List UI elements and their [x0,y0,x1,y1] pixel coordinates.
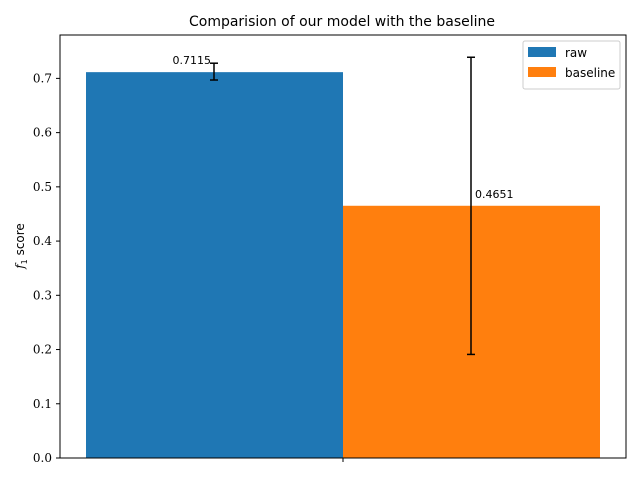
y-tick-label: 0.7 [33,71,52,85]
legend-swatch-raw [528,47,556,57]
y-axis-label: f1 score [13,223,29,270]
legend-label-raw: raw [565,46,587,60]
error-bars-group [210,56,475,356]
legend: raw baseline [522,40,621,90]
y-tick-label: 0.0 [33,451,52,465]
chart-title: Comparision of our model with the baseli… [189,14,495,30]
data-label-raw: 0.7115 [173,54,212,67]
y-axis-label-rest: score [13,223,27,259]
bar-raw [86,72,343,459]
y-tick-label: 0.4 [33,234,52,248]
y-axis-label-sub: 1 [20,259,29,264]
data-labels-group: 0.7115 0.4651 [173,54,514,201]
y-tick-label: 0.5 [33,180,52,194]
y-axis-label-main: f [13,262,27,270]
y-axis: 0.0 0.1 0.2 0.3 0.4 0.5 0.6 0.7 [33,71,60,465]
y-tick-label: 0.6 [33,126,52,140]
y-tick-label: 0.1 [33,397,52,411]
legend-swatch-baseline [528,67,556,77]
legend-label-baseline: baseline [565,66,615,80]
y-tick-label: 0.3 [33,288,52,302]
y-tick-label: 0.2 [33,343,52,357]
data-label-baseline: 0.4651 [475,188,514,201]
bars-group [86,72,600,459]
